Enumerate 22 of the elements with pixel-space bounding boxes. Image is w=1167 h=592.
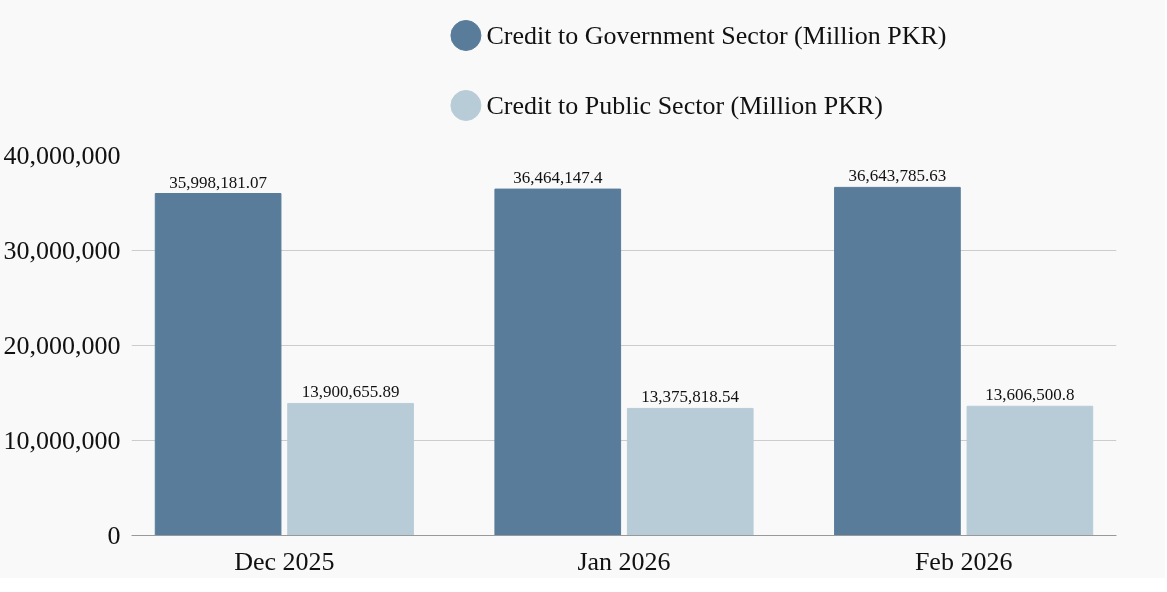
y-tick-label: 30,000,000 — [3, 236, 121, 265]
bar — [494, 188, 622, 536]
y-tick-label: 0 — [107, 521, 121, 550]
y-tick-label: 20,000,000 — [3, 331, 121, 360]
data-label: 36,643,785.63 — [848, 166, 947, 186]
bar — [154, 193, 282, 536]
legend-label: Credit to Government Sector (Million PKR) — [486, 21, 947, 50]
y-tick-label: 40,000,000 — [3, 141, 121, 170]
y-tick-label: 10,000,000 — [3, 426, 121, 455]
legend-label: Credit to Public Sector (Million PKR) — [486, 91, 884, 120]
data-label: 36,464,147.4 — [513, 168, 603, 188]
bar — [287, 402, 414, 536]
data-label: 13,375,818.54 — [641, 387, 740, 407]
data-label: 13,606,500.8 — [985, 385, 1075, 405]
data-label: 35,998,181.07 — [169, 172, 268, 192]
x-tick-label: Jan 2026 — [577, 546, 671, 576]
bar — [626, 407, 754, 536]
x-tick-label: Feb 2026 — [914, 546, 1013, 576]
x-tick-label: Dec 2025 — [234, 546, 335, 576]
bar — [834, 186, 961, 536]
data-label: 13,900,655.89 — [301, 382, 400, 402]
bar — [966, 405, 1094, 536]
